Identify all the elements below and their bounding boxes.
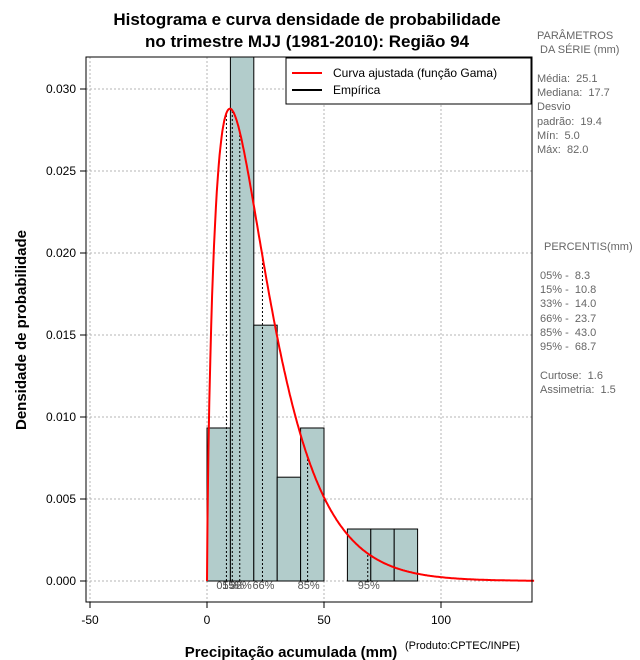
percentile-lines: [225, 110, 369, 581]
legend-fit-label: Curva ajustada (função Gama): [333, 66, 497, 80]
legend: Curva ajustada (função Gama) Empírica: [285, 57, 532, 105]
plot-frame: [85, 56, 533, 603]
chart-title-line2: no trimestre MJJ (1981-2010): Região 94: [145, 32, 470, 51]
y-tick-label: 0.030: [46, 82, 76, 96]
percentil-15: 15% - 10.8: [540, 284, 597, 296]
params-title-line2: DA SÉRIE (mm): [540, 44, 620, 56]
histogram-bar: [253, 324, 278, 582]
percentile-axis-label: 15%: [222, 580, 244, 592]
x-axis-title: Precipitação acumulada (mm): [185, 644, 398, 660]
x-tick-label: 50: [317, 613, 331, 627]
percentil-05: 05% - 8.3: [540, 270, 591, 282]
legend-empirical-label: Empírica: [333, 83, 381, 97]
percentis-title: PERCENTIS(mm): [544, 241, 633, 253]
percentil-95: 95% - 68.7: [540, 341, 597, 353]
histogram-bar: [393, 528, 419, 582]
y-tick-label: 0.005: [46, 492, 76, 506]
stat-curtose: Curtose: 1.6: [540, 370, 603, 382]
chart-title-line1: Histograma e curva densidade de probabil…: [113, 10, 500, 29]
param-max: Máx: 82.0: [537, 144, 589, 156]
percentil-66: 66% - 23.7: [540, 313, 597, 325]
param-media: Média: 25.1: [537, 73, 598, 85]
histogram-bar: [370, 528, 395, 582]
legend-box: [285, 57, 532, 105]
histogram-bar: [229, 56, 255, 582]
param-mediana: Mediana: 17.7: [537, 87, 610, 99]
y-axis-title: Densidade de probabilidade: [13, 230, 30, 430]
histogram-bar: [300, 427, 325, 582]
y-tick-label: 0.000: [46, 574, 76, 588]
x-tick-label: -50: [81, 613, 99, 627]
y-tick-label: 0.025: [46, 164, 76, 178]
y-tick-label: 0.020: [46, 246, 76, 260]
histogram-bars: [206, 56, 419, 582]
percentile-axis-label: 66%: [252, 580, 274, 592]
y-tick-label: 0.015: [46, 328, 76, 342]
source-note: (Produto:CPTEC/INPE): [405, 640, 520, 652]
x-tick-label: 0: [204, 613, 211, 627]
fitted-curve: [206, 107, 535, 582]
percentile-axis-label: 95%: [358, 580, 380, 592]
percentile-axis-label: 33%: [230, 580, 252, 592]
histogram-bar: [276, 476, 302, 582]
stat-assimetria: Assimetria: 1.5: [540, 384, 616, 396]
percentil-85: 85% - 43.0: [540, 327, 597, 339]
gamma-fit-curve: [206, 107, 535, 582]
param-desvio-line2: padrão: 19.4: [537, 116, 602, 128]
param-min: Mín: 5.0: [537, 130, 580, 142]
percentil-33: 33% - 14.0: [540, 298, 597, 310]
percentile-axis-label: 05%: [216, 580, 238, 592]
percentile-axis-label: 85%: [298, 580, 320, 592]
y-tick-label: 0.010: [46, 410, 76, 424]
grid: [86, 57, 532, 602]
percentile-labels: 05%15%33% 66% 85% 95%: [216, 580, 380, 592]
param-desvio-line1: Desvio: [537, 101, 571, 113]
axes: -50 0 50 100 0.000 0.005 0.010 0.015 0.020 0.025 0…: [46, 82, 451, 627]
params-title-line1: PARÂMETROS: [537, 30, 614, 42]
x-tick-label: 100: [431, 613, 451, 627]
